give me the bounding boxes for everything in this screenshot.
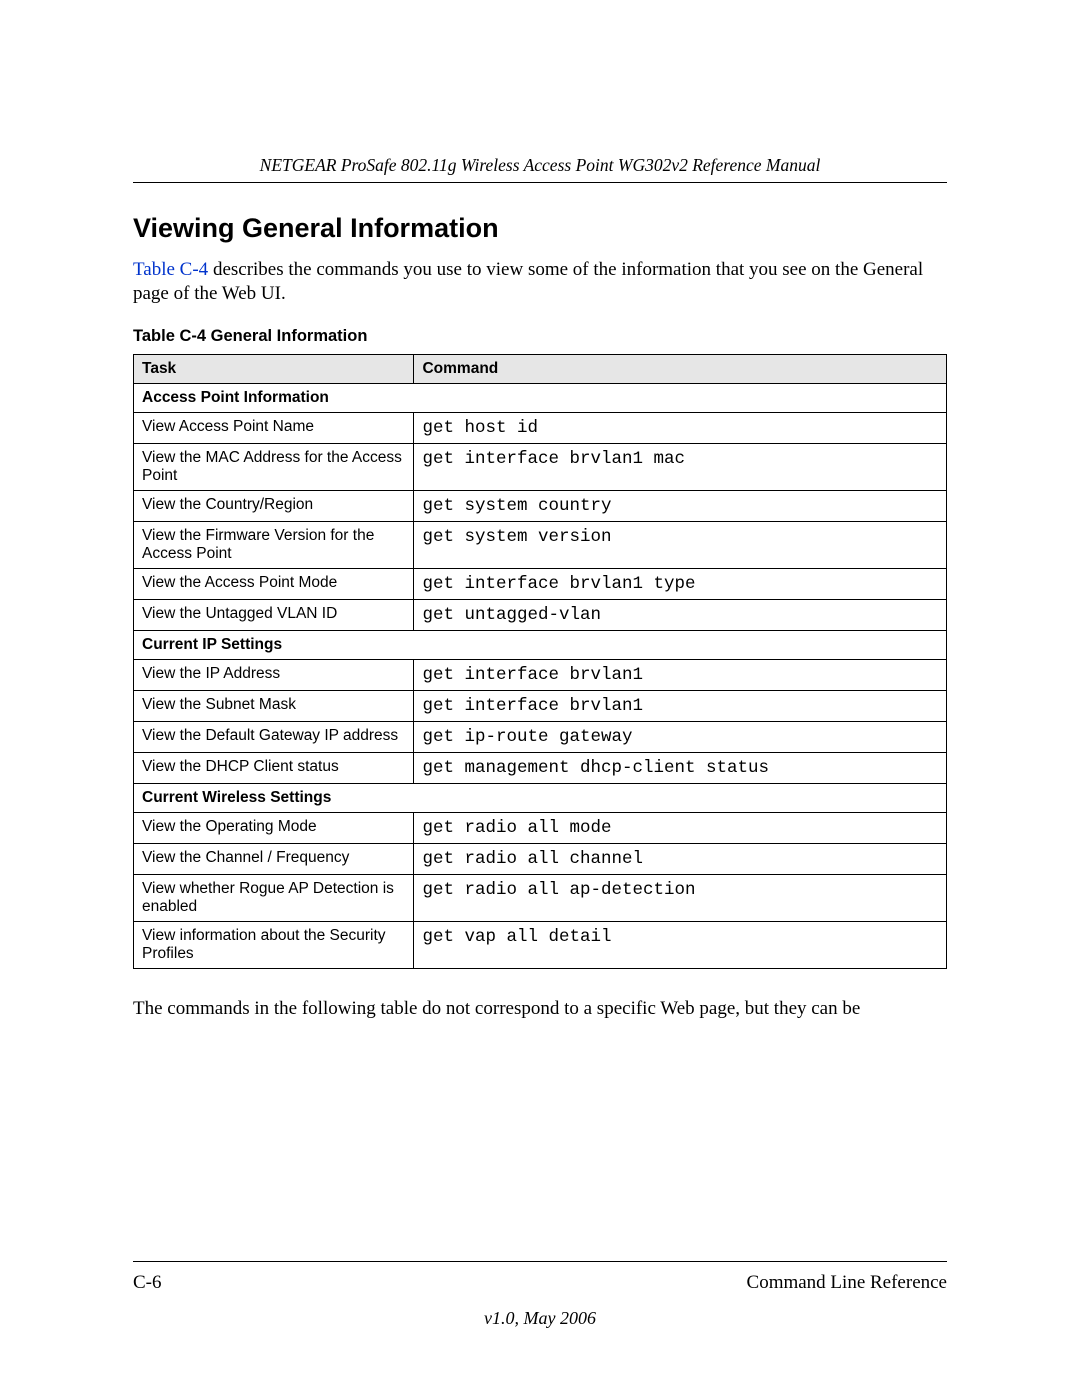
table-row: View the Default Gateway IP addressget i… xyxy=(134,721,947,752)
table-row: View the Channel / Frequencyget radio al… xyxy=(134,843,947,874)
trailing-paragraph: The commands in the following table do n… xyxy=(133,997,947,1021)
page-footer: C-6 Command Line Reference v1.0, May 200… xyxy=(133,1261,947,1329)
footer-version: v1.0, May 2006 xyxy=(133,1308,947,1329)
intro-text: describes the commands you use to view s… xyxy=(133,259,923,304)
task-cell: View the Untagged VLAN ID xyxy=(134,599,414,630)
command-cell: get management dhcp-client status xyxy=(414,752,947,783)
command-cell: get system country xyxy=(414,490,947,521)
running-header: NETGEAR ProSafe 802.11g Wireless Access … xyxy=(133,155,947,176)
table-header-task: Task xyxy=(134,354,414,383)
command-cell: get radio all channel xyxy=(414,843,947,874)
header-rule xyxy=(133,182,947,183)
task-cell: View the IP Address xyxy=(134,659,414,690)
task-cell: View the Operating Mode xyxy=(134,812,414,843)
task-cell: View the Subnet Mask xyxy=(134,690,414,721)
table-section-header: Current IP Settings xyxy=(134,630,947,659)
table-row: View the Subnet Maskget interface brvlan… xyxy=(134,690,947,721)
command-cell: get untagged-vlan xyxy=(414,599,947,630)
task-cell: View the Access Point Mode xyxy=(134,568,414,599)
table-header-command: Command xyxy=(414,354,947,383)
task-cell: View the MAC Address for the Access Poin… xyxy=(134,443,414,490)
table-cross-reference-link[interactable]: Table C-4 xyxy=(133,259,208,280)
task-cell: View information about the Security Prof… xyxy=(134,921,414,968)
task-cell: View the Firmware Version for the Access… xyxy=(134,521,414,568)
table-row: View the Untagged VLAN IDget untagged-vl… xyxy=(134,599,947,630)
command-cell: get interface brvlan1 xyxy=(414,690,947,721)
table-row: View the IP Addressget interface brvlan1 xyxy=(134,659,947,690)
table-row: View the Access Point Modeget interface … xyxy=(134,568,947,599)
table-section-header-row: Current Wireless Settings xyxy=(134,783,947,812)
command-cell: get ip-route gateway xyxy=(414,721,947,752)
task-cell: View Access Point Name xyxy=(134,412,414,443)
general-information-table: Task Command Access Point InformationVie… xyxy=(133,354,947,969)
task-cell: View the Country/Region xyxy=(134,490,414,521)
section-title: Viewing General Information xyxy=(133,213,947,244)
command-cell: get interface brvlan1 type xyxy=(414,568,947,599)
command-cell: get vap all detail xyxy=(414,921,947,968)
table-section-header-row: Current IP Settings xyxy=(134,630,947,659)
table-row: View whether Rogue AP Detection is enabl… xyxy=(134,874,947,921)
doc-section-label: Command Line Reference xyxy=(747,1272,947,1294)
command-cell: get radio all ap-detection xyxy=(414,874,947,921)
table-row: View the Firmware Version for the Access… xyxy=(134,521,947,568)
command-cell: get interface brvlan1 mac xyxy=(414,443,947,490)
table-section-header: Access Point Information xyxy=(134,383,947,412)
table-row: View the DHCP Client statusget managemen… xyxy=(134,752,947,783)
page-number: C-6 xyxy=(133,1272,162,1294)
table-section-header-row: Access Point Information xyxy=(134,383,947,412)
table-section-header: Current Wireless Settings xyxy=(134,783,947,812)
table-row: View Access Point Nameget host id xyxy=(134,412,947,443)
table-row: View the Country/Regionget system countr… xyxy=(134,490,947,521)
command-cell: get radio all mode xyxy=(414,812,947,843)
command-cell: get system version xyxy=(414,521,947,568)
task-cell: View the DHCP Client status xyxy=(134,752,414,783)
command-cell: get host id xyxy=(414,412,947,443)
footer-rule xyxy=(133,1261,947,1262)
table-caption: Table C-4 General Information xyxy=(133,327,947,346)
document-page: NETGEAR ProSafe 802.11g Wireless Access … xyxy=(0,0,1080,1397)
command-cell: get interface brvlan1 xyxy=(414,659,947,690)
table-row: View information about the Security Prof… xyxy=(134,921,947,968)
table-row: View the Operating Modeget radio all mod… xyxy=(134,812,947,843)
task-cell: View whether Rogue AP Detection is enabl… xyxy=(134,874,414,921)
table-header-row: Task Command xyxy=(134,354,947,383)
task-cell: View the Channel / Frequency xyxy=(134,843,414,874)
intro-paragraph: Table C-4 describes the commands you use… xyxy=(133,258,947,307)
task-cell: View the Default Gateway IP address xyxy=(134,721,414,752)
table-row: View the MAC Address for the Access Poin… xyxy=(134,443,947,490)
